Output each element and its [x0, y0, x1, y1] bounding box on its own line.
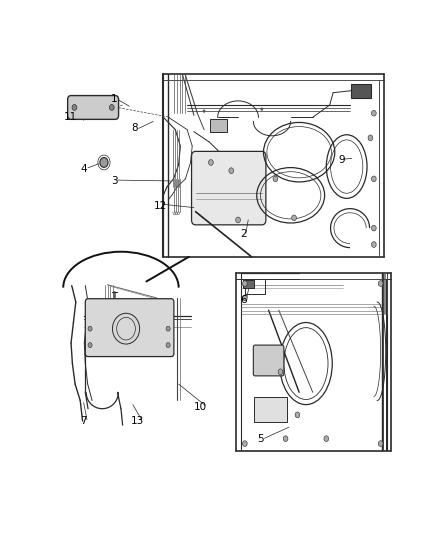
Circle shape — [110, 104, 114, 110]
FancyBboxPatch shape — [85, 298, 174, 357]
FancyBboxPatch shape — [244, 280, 254, 288]
Circle shape — [208, 159, 213, 165]
Circle shape — [243, 441, 247, 447]
FancyBboxPatch shape — [210, 118, 227, 133]
Circle shape — [229, 168, 233, 174]
Circle shape — [378, 281, 383, 286]
FancyBboxPatch shape — [253, 345, 284, 376]
Text: 1: 1 — [111, 94, 117, 104]
Circle shape — [273, 176, 278, 182]
Circle shape — [371, 225, 376, 231]
Text: 12: 12 — [153, 200, 166, 211]
Circle shape — [203, 109, 205, 113]
Circle shape — [166, 326, 170, 331]
Circle shape — [292, 215, 297, 221]
Text: 2: 2 — [240, 229, 247, 239]
FancyBboxPatch shape — [254, 397, 286, 422]
Circle shape — [261, 108, 263, 111]
Text: 9: 9 — [338, 156, 345, 165]
Circle shape — [371, 241, 376, 247]
Circle shape — [88, 343, 92, 348]
Text: 3: 3 — [111, 176, 117, 186]
Circle shape — [278, 369, 283, 375]
FancyBboxPatch shape — [67, 95, 119, 119]
FancyBboxPatch shape — [351, 84, 371, 98]
Text: 6: 6 — [240, 295, 247, 305]
Text: 5: 5 — [257, 434, 263, 445]
Circle shape — [371, 176, 376, 182]
Circle shape — [243, 295, 247, 301]
Text: 13: 13 — [131, 416, 145, 426]
Circle shape — [243, 281, 247, 286]
Circle shape — [283, 436, 288, 441]
Circle shape — [324, 436, 328, 441]
Text: 11: 11 — [64, 112, 77, 122]
Circle shape — [295, 412, 300, 418]
FancyBboxPatch shape — [191, 151, 266, 225]
Circle shape — [100, 158, 108, 167]
Circle shape — [371, 110, 376, 116]
Circle shape — [72, 104, 77, 110]
Circle shape — [236, 217, 240, 223]
Text: 4: 4 — [80, 164, 87, 174]
Circle shape — [166, 343, 170, 348]
Circle shape — [378, 441, 383, 447]
Text: 10: 10 — [194, 402, 207, 411]
Text: 7: 7 — [80, 416, 87, 426]
Circle shape — [88, 326, 92, 331]
Circle shape — [368, 135, 373, 141]
Text: 8: 8 — [131, 123, 138, 133]
